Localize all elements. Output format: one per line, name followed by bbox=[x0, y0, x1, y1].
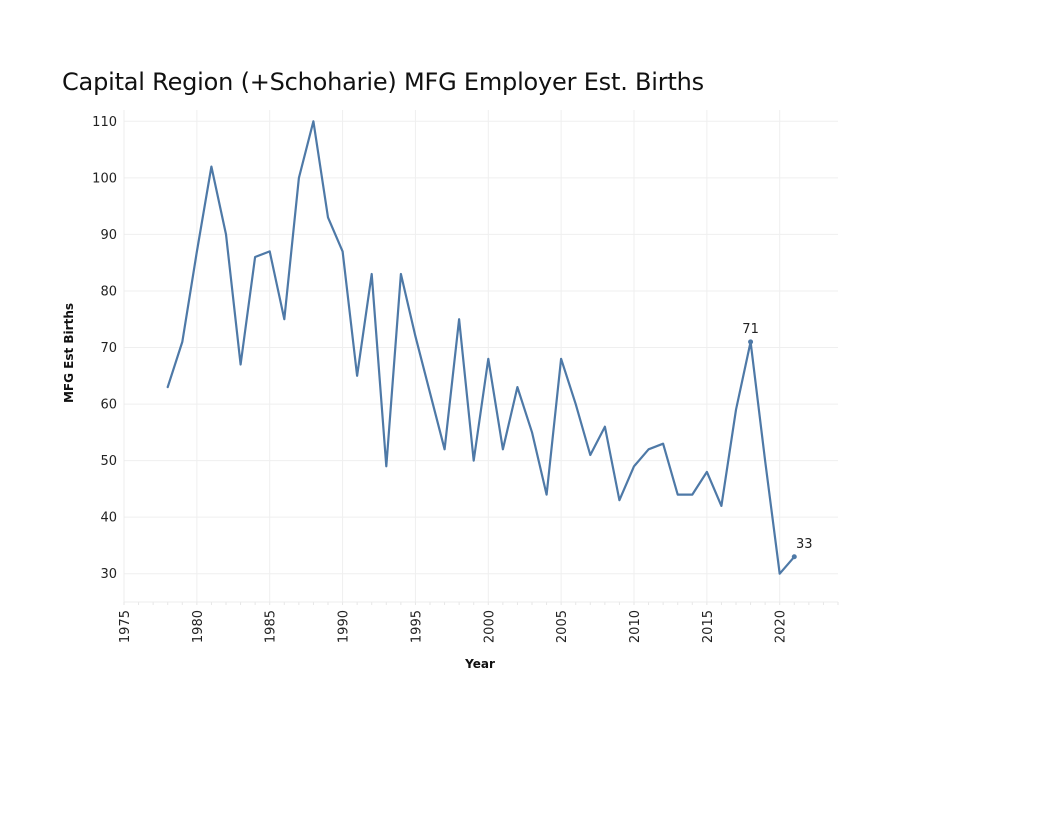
x-axis-title: Year bbox=[464, 657, 495, 671]
x-tick-label: 2020 bbox=[774, 610, 789, 643]
y-axis-title: MFG Est Births bbox=[62, 303, 76, 403]
annotated-point bbox=[791, 554, 797, 560]
gridlines bbox=[124, 110, 838, 602]
x-tick-label: 1995 bbox=[409, 610, 424, 643]
x-tick-label: 2005 bbox=[555, 610, 570, 643]
chart-title: Capital Region (+Schoharie) MFG Employer… bbox=[62, 68, 704, 96]
y-tick-label: 50 bbox=[100, 454, 117, 469]
y-tick-label: 60 bbox=[100, 398, 117, 413]
y-tick-label: 40 bbox=[100, 511, 117, 526]
y-axis-ticks: 30 40 50 60 70 80 90 100 110 bbox=[92, 115, 117, 582]
y-tick-label: 110 bbox=[92, 115, 117, 130]
x-axis-ticks: 1975 1980 1985 1990 1995 2000 2005 2010 2015 2020 bbox=[118, 610, 789, 643]
x-tick-label: 2015 bbox=[701, 610, 716, 643]
y-tick-label: 70 bbox=[100, 341, 117, 356]
data-label: 33 bbox=[796, 537, 813, 552]
x-tick-label: 1990 bbox=[337, 610, 352, 643]
x-tick-label: 1975 bbox=[118, 610, 133, 643]
x-tick-label: 2010 bbox=[628, 610, 643, 643]
annotations: 71 33 bbox=[742, 322, 813, 560]
y-tick-label: 80 bbox=[100, 284, 117, 299]
y-tick-label: 30 bbox=[100, 567, 117, 582]
series-line bbox=[166, 120, 796, 575]
x-tick-label: 2000 bbox=[482, 610, 497, 643]
annotated-point bbox=[748, 339, 754, 345]
x-tick-label: 1985 bbox=[264, 610, 279, 643]
y-tick-label: 90 bbox=[100, 228, 117, 243]
x-tick-label: 1980 bbox=[191, 610, 206, 643]
y-tick-label: 100 bbox=[92, 171, 117, 186]
axes bbox=[123, 110, 839, 605]
data-label: 71 bbox=[742, 322, 759, 337]
